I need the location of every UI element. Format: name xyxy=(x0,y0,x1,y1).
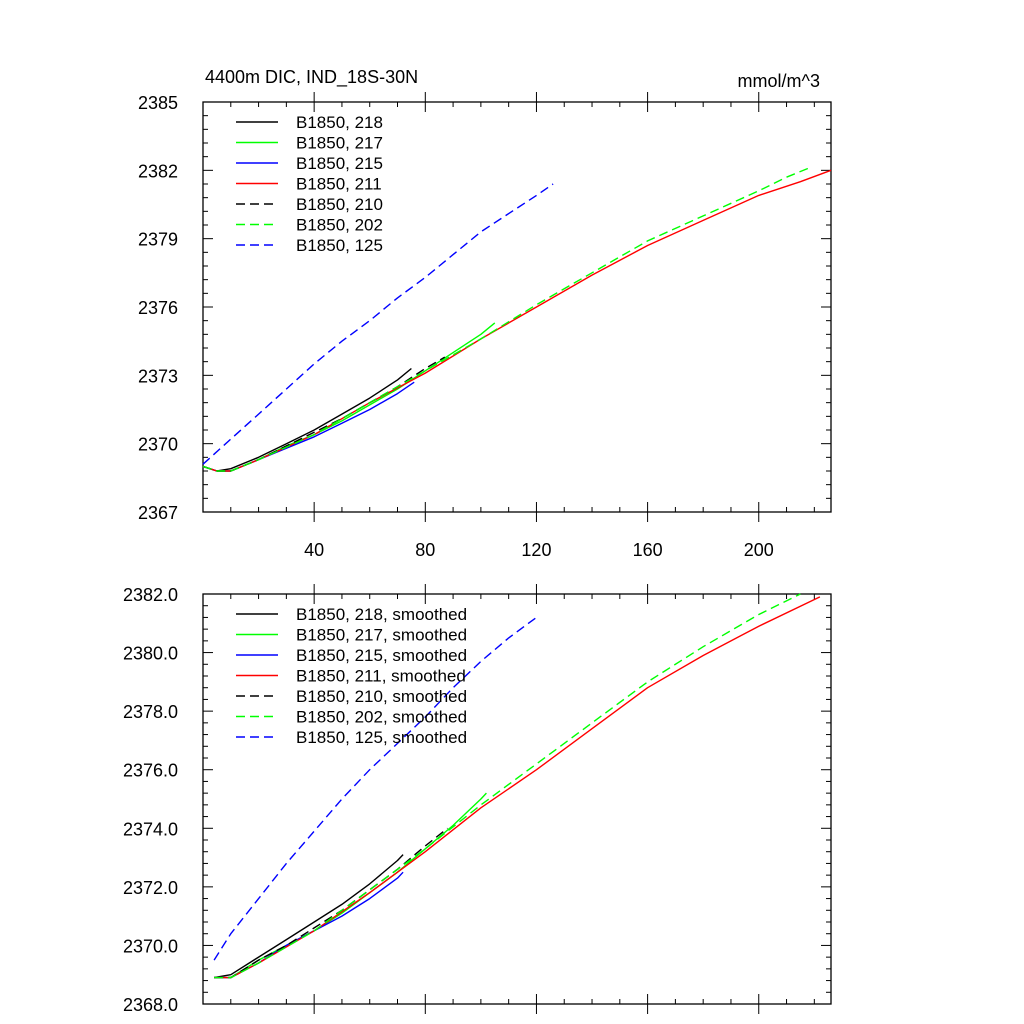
top-legend-label: B1850, 218 xyxy=(296,113,383,132)
top-xtick-label: 200 xyxy=(744,540,774,560)
top-series-line-b1850-125 xyxy=(202,183,554,465)
top-ytick-label: 2379 xyxy=(138,230,178,250)
bottom-ytick-label: 2368.0 xyxy=(123,995,178,1015)
bottom-legend-label: B1850, 211, smoothed xyxy=(296,667,466,686)
bottom-ytick-label: 2380.0 xyxy=(123,644,178,664)
bottom-legend-label: B1850, 218, smoothed xyxy=(296,605,467,624)
top-ytick-label: 2382 xyxy=(138,161,178,181)
top-panel: 2367 2370 2373 2376 2379 2382 2385 40 80 120 160 20… xyxy=(138,92,832,560)
bottom-panel: 2368.0 2370.0 2372.0 2374.0 2376.0 2378.0 2380… xyxy=(123,584,832,1015)
top-legend-label: B1850, 125 xyxy=(296,236,383,255)
units-label: mmol/m^3 xyxy=(738,71,820,91)
bottom-legend-label: B1850, 210, smoothed xyxy=(296,687,467,706)
bottom-ytick-label: 2376.0 xyxy=(123,761,178,781)
top-legend-label: B1850, 202 xyxy=(296,216,383,235)
bottom-series-line-b1850-218-smoothed xyxy=(213,854,404,979)
top-ytick-label: 2373 xyxy=(138,366,178,386)
bottom-ytick-label: 2372.0 xyxy=(123,878,178,898)
top-legend-label: B1850, 215 xyxy=(296,154,383,173)
top-series-line-b1850-218 xyxy=(202,367,412,472)
top-xtick-label: 120 xyxy=(521,540,551,560)
bottom-ytick-label: 2382.0 xyxy=(123,585,178,605)
top-legend-label: B1850, 210 xyxy=(296,195,383,214)
top-xtick-label: 40 xyxy=(304,540,324,560)
bottom-ytick-label: 2378.0 xyxy=(123,702,178,722)
top-ytick-label: 2376 xyxy=(138,298,178,318)
bottom-legend-label: B1850, 125, smoothed xyxy=(296,728,467,747)
top-ytick-label: 2385 xyxy=(138,93,178,113)
bottom-series-line-b1850-210-smoothed xyxy=(214,827,448,979)
bottom-ytick-label: 2370.0 xyxy=(123,936,178,956)
bottom-legend-label: B1850, 202, smoothed xyxy=(296,708,467,727)
chart-title: 4400m DIC, IND_18S-30N xyxy=(205,67,418,88)
bottom-series-line-b1850-125-smoothed xyxy=(213,616,537,961)
bottom-legend-label: B1850, 215, smoothed xyxy=(296,646,467,665)
top-ytick-label: 2367 xyxy=(138,503,178,523)
top-xtick-label: 160 xyxy=(633,540,663,560)
bottom-series-line-b1850-217-smoothed xyxy=(214,792,487,979)
bottom-series-line-b1850-202-smoothed xyxy=(214,593,801,979)
bottom-legend-label: B1850, 217, smoothed xyxy=(296,626,467,645)
bottom-ytick-label: 2374.0 xyxy=(123,819,178,839)
top-ytick-label: 2370 xyxy=(138,435,178,455)
top-series-line-b1850-217 xyxy=(202,322,496,472)
top-legend-label: B1850, 217 xyxy=(296,134,383,153)
top-legend-label: B1850, 211 xyxy=(296,175,382,194)
top-series-line-b1850-210 xyxy=(202,356,446,472)
top-xtick-label: 80 xyxy=(415,540,435,560)
top-series-line-b1850-202 xyxy=(202,167,810,472)
bottom-plot-frame xyxy=(202,593,832,1005)
